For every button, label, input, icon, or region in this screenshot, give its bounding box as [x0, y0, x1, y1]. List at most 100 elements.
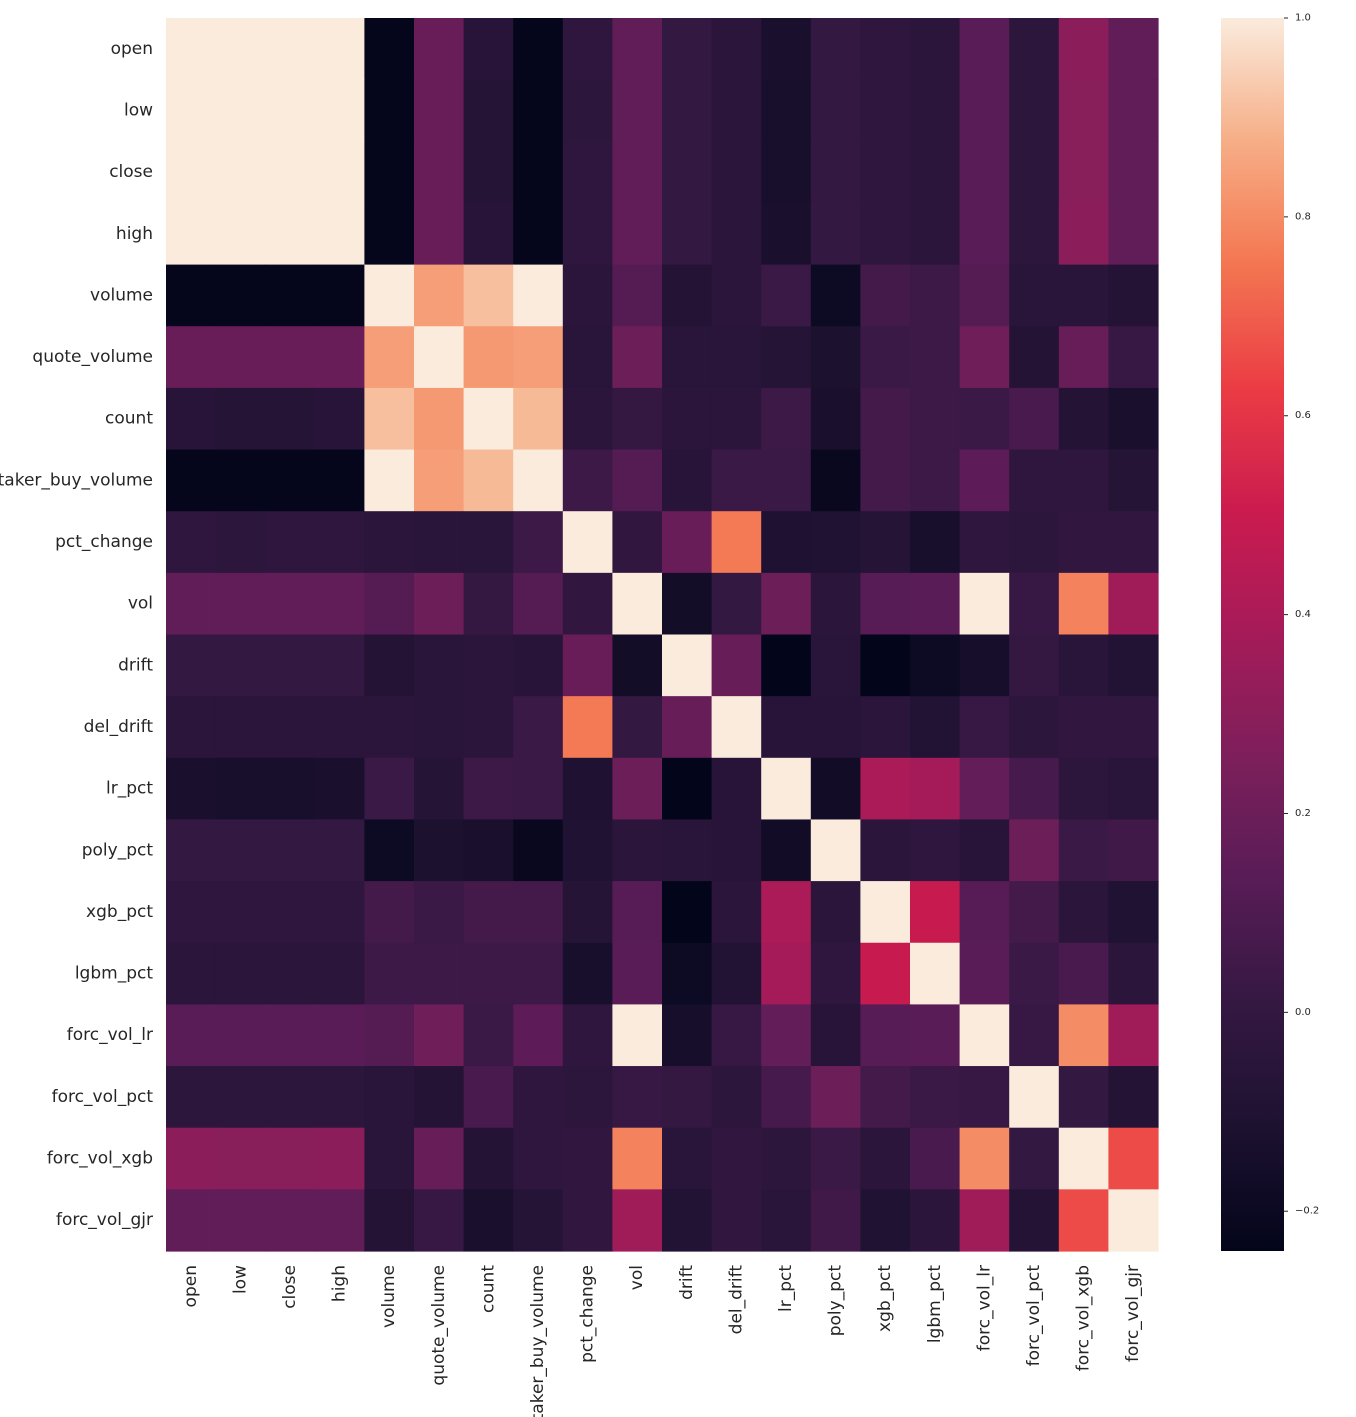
heatmap-cell-pct_change-lr_pct [761, 511, 812, 574]
heatmap-cell-taker_buy_volume-close [265, 449, 316, 512]
heatmap-cell-del_drift-count [463, 696, 514, 759]
heatmap-cell-lgbm_pct-quote_volume [414, 942, 465, 1005]
heatmap-cell-open-vol [612, 18, 663, 81]
heatmap-cell-high-poly_pct [810, 202, 861, 266]
heatmap-cell-vol-volume [364, 572, 415, 636]
heatmap-cell-quote_volume-forc_vol_xgb [1058, 326, 1109, 389]
heatmap-cell-close-open [166, 141, 217, 204]
heatmap-cell-taker_buy_volume-xgb_pct [860, 449, 911, 512]
heatmap-cell-vol-open [166, 572, 217, 636]
heatmap-cell-forc_vol_lr-xgb_pct [860, 1004, 911, 1067]
y-tick-label: forc_vol_xgb [47, 1149, 153, 1169]
heatmap-cell-pct_change-lgbm_pct [910, 511, 961, 574]
heatmap-cell-xgb_pct-open [166, 881, 217, 944]
heatmap-cell-forc_vol_gjr-forc_vol_gjr [1108, 1189, 1159, 1252]
heatmap-cell-volume-poly_pct [810, 264, 861, 327]
heatmap-cell-forc_vol_gjr-count [463, 1189, 514, 1252]
heatmap-cell-pct_change-forc_vol_xgb [1058, 511, 1109, 574]
heatmap-cell-pct_change-taker_buy_volume [513, 511, 564, 574]
heatmap-cell-high-vol [612, 202, 663, 266]
heatmap-cell-vol-high [314, 572, 365, 636]
heatmap-cell-poly_pct-high [314, 819, 365, 882]
heatmap-cell-forc_vol_gjr-low [215, 1189, 266, 1252]
colorbar-tick-label: 0.8 [1295, 211, 1311, 222]
heatmap-cell-count-forc_vol_gjr [1108, 387, 1159, 451]
heatmap-cell-pct_change-high [314, 511, 365, 574]
heatmap-cell-lgbm_pct-lr_pct [761, 942, 812, 1005]
x-tick-label: lgbm_pct [925, 1265, 945, 1344]
heatmap-cell-vol-drift [662, 572, 713, 636]
heatmap-cell-close-vol [612, 141, 663, 204]
heatmap-cell-vol-low [215, 572, 266, 636]
x-tick-labels: open low close high volume quote_volume count t… [181, 1265, 1143, 1417]
y-tick-label: volume [90, 285, 153, 305]
heatmap-cell-low-forc_vol_pct [1009, 79, 1060, 142]
heatmap-cell-taker_buy_volume-taker_buy_volume [513, 449, 564, 512]
heatmap-cell-forc_vol_xgb-volume [364, 1127, 415, 1190]
heatmap-cell-del_drift-low [215, 696, 266, 759]
heatmap-cell-volume-forc_vol_pct [1009, 264, 1060, 327]
heatmap-cell-low-forc_vol_gjr [1108, 79, 1159, 142]
heatmap-cell-volume-taker_buy_volume [513, 264, 564, 327]
heatmap-cell-forc_vol_gjr-drift [662, 1189, 713, 1252]
heatmap-cell-pct_change-forc_vol_pct [1009, 511, 1060, 574]
heatmap-cell-forc_vol_gjr-volume [364, 1189, 415, 1252]
heatmap-cell-open-forc_vol_pct [1009, 18, 1060, 81]
heatmap-cell-xgb_pct-lgbm_pct [910, 881, 961, 944]
heatmap-cell-poly_pct-forc_vol_lr [959, 819, 1010, 882]
heatmap-cell-high-drift [662, 202, 713, 266]
heatmap-cell-del_drift-forc_vol_xgb [1058, 696, 1109, 759]
heatmap-cell-close-close [265, 141, 316, 204]
heatmap-cell-open-close [265, 18, 316, 81]
heatmap-cell-forc_vol_lr-high [314, 1004, 365, 1067]
heatmap-cells [166, 18, 1159, 1252]
heatmap-cell-open-poly_pct [810, 18, 861, 81]
heatmap-cell-high-volume [364, 202, 415, 266]
heatmap-cell-volume-close [265, 264, 316, 327]
colorbar: −0.2 0.0 0.2 0.4 0.6 0.8 1.0 [1221, 13, 1319, 1251]
heatmap-cell-forc_vol_xgb-count [463, 1127, 514, 1190]
heatmap-cell-lr_pct-forc_vol_gjr [1108, 757, 1159, 821]
heatmap-cell-close-forc_vol_xgb [1058, 141, 1109, 204]
colorbar-ticks: −0.2 0.0 0.2 0.4 0.6 0.8 1.0 [1284, 13, 1319, 1217]
heatmap-cell-forc_vol_lr-low [215, 1004, 266, 1067]
heatmap-cell-high-open [166, 202, 217, 266]
heatmap-cell-close-del_drift [711, 141, 762, 204]
heatmap-cell-open-high [314, 18, 365, 81]
heatmap-cell-forc_vol_xgb-open [166, 1127, 217, 1190]
heatmap-cell-quote_volume-lgbm_pct [910, 326, 961, 389]
heatmap-cell-taker_buy_volume-high [314, 449, 365, 512]
heatmap-cell-forc_vol_xgb-forc_vol_lr [959, 1127, 1010, 1190]
heatmap-cell-high-forc_vol_pct [1009, 202, 1060, 266]
heatmap-cell-forc_vol_lr-volume [364, 1004, 415, 1067]
heatmap-cell-pct_change-close [265, 511, 316, 574]
heatmap-cell-taker_buy_volume-del_drift [711, 449, 762, 512]
heatmap-cell-high-forc_vol_lr [959, 202, 1010, 266]
colorbar-tick-label: 1.0 [1295, 13, 1311, 24]
heatmap-cell-count-lr_pct [761, 387, 812, 451]
heatmap-cell-forc_vol_xgb-drift [662, 1127, 713, 1190]
y-tick-label: lr_pct [106, 779, 153, 799]
heatmap-cell-forc_vol_pct-lgbm_pct [910, 1066, 961, 1129]
heatmap-cell-low-forc_vol_xgb [1058, 79, 1109, 142]
heatmap-cell-close-lgbm_pct [910, 141, 961, 204]
heatmap-cell-quote_volume-low [215, 326, 266, 389]
heatmap-cell-quote_volume-xgb_pct [860, 326, 911, 389]
heatmap-cell-xgb_pct-volume [364, 881, 415, 944]
heatmap-cell-lr_pct-forc_vol_lr [959, 757, 1010, 821]
heatmap-cell-close-forc_vol_lr [959, 141, 1010, 204]
heatmap-cell-pct_change-xgb_pct [860, 511, 911, 574]
heatmap-cell-lr_pct-open [166, 757, 217, 821]
heatmap-cell-low-forc_vol_lr [959, 79, 1010, 142]
heatmap-cell-vol-vol [612, 572, 663, 636]
heatmap-cell-lgbm_pct-high [314, 942, 365, 1005]
heatmap-cell-drift-poly_pct [810, 634, 861, 697]
heatmap-cell-count-count [463, 387, 514, 451]
heatmap-cell-poly_pct-count [463, 819, 514, 882]
heatmap-cell-lr_pct-lr_pct [761, 757, 812, 821]
heatmap-cell-forc_vol_gjr-lgbm_pct [910, 1189, 961, 1252]
heatmap-cell-quote_volume-lr_pct [761, 326, 812, 389]
heatmap-cell-poly_pct-del_drift [711, 819, 762, 882]
heatmap-cell-low-high [314, 79, 365, 142]
x-tick-label: lr_pct [776, 1265, 796, 1312]
